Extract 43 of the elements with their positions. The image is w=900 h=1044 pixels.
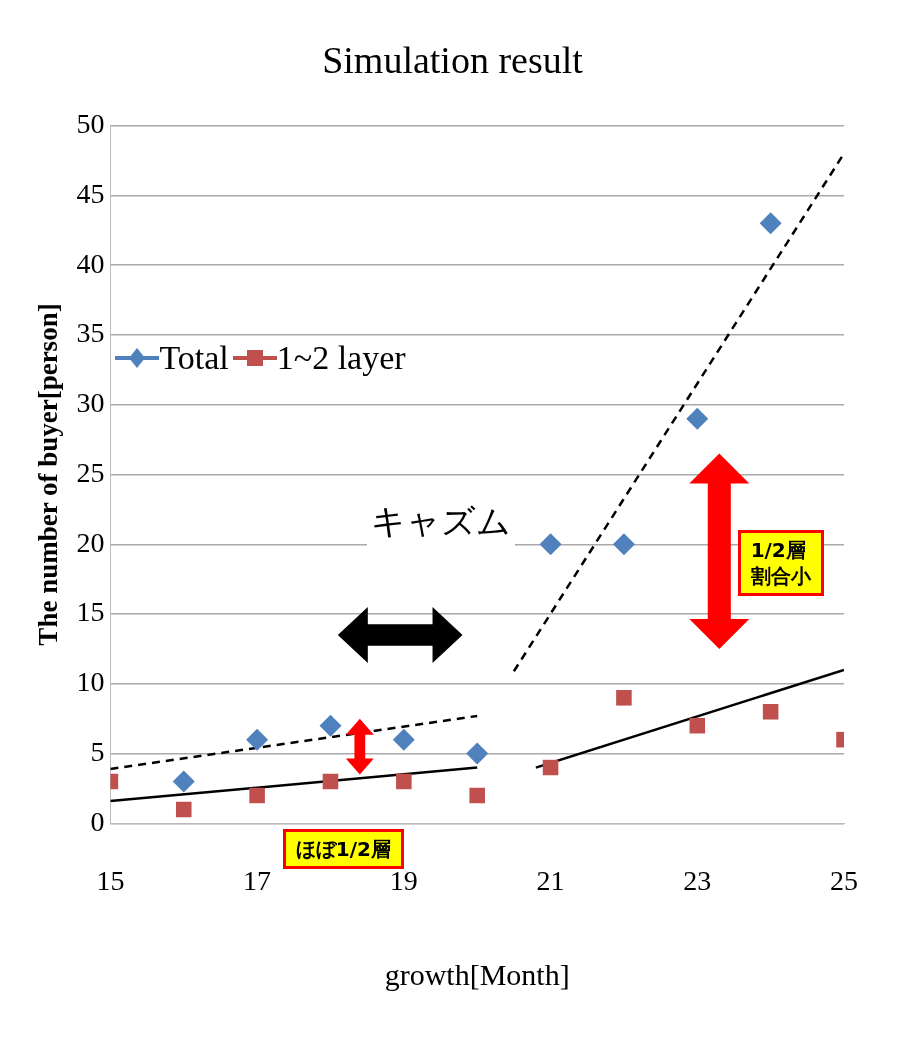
y-tick-label: 0 bbox=[90, 805, 105, 837]
text: ほぼ1/2層 bbox=[295, 836, 391, 861]
x-tick-label: 25 bbox=[830, 864, 858, 896]
point bbox=[686, 407, 709, 430]
point bbox=[246, 728, 269, 751]
x-tick-label: 23 bbox=[683, 864, 712, 896]
y-axis-title: The number of buyer[person] bbox=[33, 303, 64, 646]
point bbox=[612, 533, 635, 556]
y-tick-label: 5 bbox=[90, 735, 105, 767]
legend-label: Total bbox=[159, 338, 229, 377]
y-tick-label: 25 bbox=[76, 456, 105, 488]
point bbox=[542, 759, 559, 776]
point bbox=[319, 714, 342, 737]
x-tick-label: 19 bbox=[389, 864, 418, 896]
point bbox=[689, 717, 706, 734]
point bbox=[616, 690, 632, 706]
chart-title: Simulation result bbox=[322, 38, 584, 81]
point bbox=[466, 742, 489, 765]
y-tick-label: 15 bbox=[76, 596, 105, 628]
y-tick-label: 20 bbox=[76, 526, 105, 558]
annotation: 1/2層 bbox=[750, 537, 807, 564]
x-axis-title: growth[Month] bbox=[384, 957, 570, 991]
y-tick-label: 50 bbox=[76, 107, 105, 139]
point bbox=[172, 770, 195, 793]
x-tick-label: 17 bbox=[243, 864, 272, 896]
point bbox=[539, 533, 562, 556]
y-tick-label: 35 bbox=[76, 317, 105, 349]
legend-label: 1~2 layer bbox=[276, 338, 406, 377]
point bbox=[392, 728, 415, 751]
point bbox=[759, 212, 782, 235]
y-tick-label: 40 bbox=[76, 247, 105, 279]
point bbox=[175, 801, 192, 818]
x-tick-label: 21 bbox=[536, 864, 565, 896]
point bbox=[396, 773, 412, 790]
point bbox=[249, 787, 265, 804]
point bbox=[322, 773, 339, 790]
point bbox=[762, 703, 779, 720]
y-tick-label: 45 bbox=[76, 177, 105, 209]
y-tick-label: 30 bbox=[76, 387, 105, 419]
annotation: キャズム bbox=[367, 495, 516, 550]
y-tick-label: 10 bbox=[76, 666, 105, 698]
point bbox=[469, 787, 485, 804]
annotation: 割合小 bbox=[750, 563, 811, 590]
